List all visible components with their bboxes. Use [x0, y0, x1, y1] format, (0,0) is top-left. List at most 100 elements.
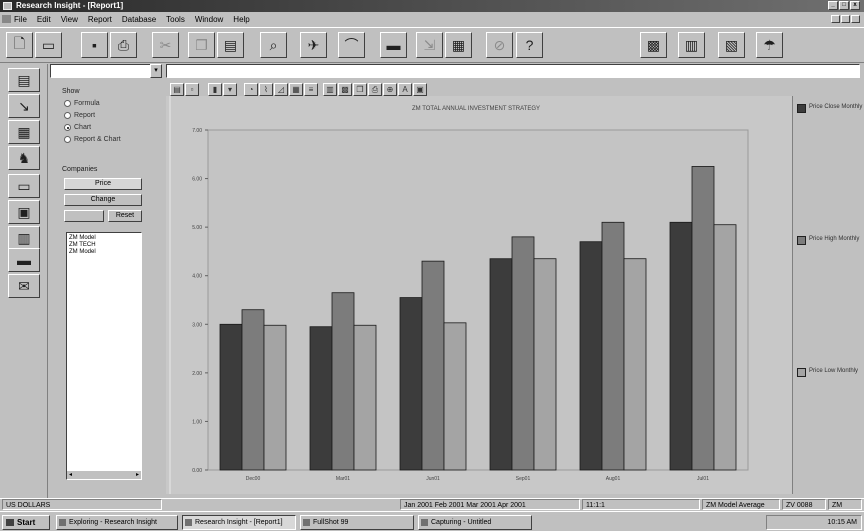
legend-swatch — [797, 236, 806, 245]
x-tick-label: Jun01 — [426, 476, 440, 482]
blank-button[interactable] — [64, 210, 104, 222]
bar — [309, 326, 333, 471]
line-icon[interactable]: ⌇ — [259, 82, 273, 96]
chart-type-icon[interactable]: ▤ — [170, 82, 184, 96]
toggle-icon[interactable]: ▣ — [413, 82, 427, 96]
close-button[interactable]: x — [850, 1, 860, 10]
company-combo[interactable] — [50, 64, 162, 78]
item-combo[interactable] — [166, 64, 860, 78]
people-tool-icon[interactable]: ♞ — [8, 146, 40, 170]
print-chart-icon[interactable]: ⎙ — [368, 82, 382, 96]
doc-minimize-button[interactable] — [831, 15, 840, 23]
label-icon[interactable]: A — [398, 82, 412, 96]
task-exploring[interactable]: Exploring - Research Insight — [56, 515, 178, 530]
export-icon[interactable]: ⇲ — [416, 32, 443, 58]
folder-icon — [59, 519, 66, 526]
bar-icon[interactable]: ▮ — [208, 82, 222, 96]
legend-icon[interactable]: ≡ — [304, 82, 318, 96]
lookup-icon[interactable]: ⌕ — [260, 32, 287, 58]
help-pointer-icon[interactable]: ? — [516, 32, 543, 58]
open-folder-icon[interactable]: ▭ — [35, 32, 62, 58]
bar — [399, 297, 423, 471]
task-research-insight[interactable]: Research Insight - [Report1] — [182, 515, 296, 530]
menu-edit[interactable]: Edit — [36, 15, 51, 24]
financial-tool-icon[interactable]: ▥ — [8, 226, 40, 250]
run-icon[interactable]: ✈ — [300, 32, 327, 58]
new-document-icon[interactable]: 🗋 — [6, 32, 33, 58]
bar — [579, 241, 603, 471]
maximize-button[interactable]: □ — [839, 1, 849, 10]
scroll-right-icon[interactable]: ▸ — [135, 472, 139, 478]
radio-icon[interactable] — [64, 100, 71, 107]
radio-icon[interactable] — [64, 124, 71, 131]
model-status: ZM Model Average — [702, 499, 780, 510]
list-item[interactable]: ZM Model — [69, 249, 96, 255]
window-title: Research Insight - [Report1] — [16, 1, 124, 10]
task-capturing[interactable]: Capturing - Untitled — [418, 515, 532, 530]
mail-tool-icon[interactable]: ✉ — [8, 274, 40, 298]
axis-icon[interactable]: ▩ — [338, 82, 352, 96]
radio-report[interactable]: Report — [64, 112, 95, 119]
format-icon[interactable]: ▫ — [185, 82, 199, 96]
doc-close-button[interactable] — [851, 15, 860, 23]
horizontal-scrollbar[interactable]: ◂ ▸ — [67, 471, 141, 479]
screen-c-icon[interactable]: ▧ — [718, 32, 745, 58]
bar-series — [219, 166, 737, 471]
print-icon[interactable]: ⎙ — [110, 32, 137, 58]
menu-tools[interactable]: Tools — [166, 15, 185, 24]
paste-icon[interactable]: ▤ — [217, 32, 244, 58]
chart-wizard-icon[interactable]: ⌒ — [338, 32, 365, 58]
search-field[interactable]: Price — [64, 178, 142, 190]
menu-database[interactable]: Database — [121, 15, 157, 24]
minimize-button[interactable]: _ — [828, 1, 838, 10]
zoom-icon[interactable]: ⊕ — [383, 82, 397, 96]
task-fullshot[interactable]: FullShot 99 — [300, 515, 414, 530]
copy-icon[interactable]: ❐ — [188, 32, 215, 58]
cut-icon[interactable]: ✂ — [152, 32, 179, 58]
list-item[interactable]: ZM Model — [69, 235, 96, 241]
radio-report-chart[interactable]: Report & Chart — [64, 136, 121, 143]
menu-bar: File Edit View Report Database Tools Win… — [0, 12, 864, 27]
document-icon[interactable] — [2, 15, 11, 23]
filing-tool-icon[interactable]: ▬ — [8, 248, 40, 272]
list-item[interactable]: ZM TECH — [69, 242, 96, 248]
radio-icon[interactable] — [64, 112, 71, 119]
screen-a-icon[interactable]: ▩ — [640, 32, 667, 58]
scroll-left-icon[interactable]: ◂ — [69, 472, 73, 478]
table-icon[interactable]: ▦ — [289, 82, 303, 96]
company-list[interactable]: ZM Model ZM TECH ZM Model ◂ ▸ — [66, 232, 142, 480]
cancel-icon[interactable]: ⊘ — [486, 32, 513, 58]
change-button[interactable]: Change — [64, 194, 142, 206]
bar — [219, 323, 243, 471]
menu-window[interactable]: Window — [194, 15, 224, 24]
chevron-down-icon[interactable]: ▾ — [150, 64, 162, 78]
chart-tool-icon[interactable]: ▭ — [8, 174, 40, 198]
dropdown-icon[interactable]: ▾ — [223, 82, 237, 96]
screen-b-icon[interactable]: ▥ — [678, 32, 705, 58]
companies-label: Companies — [62, 166, 98, 173]
pie-icon[interactable]: ◔ — [244, 82, 258, 96]
radio-chart[interactable]: Chart — [64, 124, 91, 131]
screen-tool-icon[interactable]: ▦ — [8, 120, 40, 144]
copy-chart-icon[interactable]: ❐ — [353, 82, 367, 96]
bar-chart: ZM TOTAL ANNUAL INVESTMENT STRATEGY 0.00… — [166, 96, 792, 494]
area-icon[interactable]: ◿ — [274, 82, 288, 96]
graph-icon[interactable]: ▬ — [380, 32, 407, 58]
y-tick-label: 7.00 — [192, 128, 202, 134]
radio-icon[interactable] — [64, 136, 71, 143]
menu-view[interactable]: View — [60, 15, 78, 24]
menu-report[interactable]: Report — [87, 15, 112, 24]
reset-button[interactable]: Reset — [108, 210, 142, 222]
menu-help[interactable]: Help — [233, 15, 250, 24]
save-disk-icon[interactable]: ▪ — [81, 32, 108, 58]
radio-formula[interactable]: Formula — [64, 100, 100, 107]
doc-restore-button[interactable] — [841, 15, 850, 23]
menu-file[interactable]: File — [14, 15, 27, 24]
report-icon[interactable]: ▦ — [445, 32, 472, 58]
grid-icon[interactable]: ▥ — [323, 82, 337, 96]
screen-d-icon[interactable]: ☂ — [756, 32, 783, 58]
monitor-tool-icon[interactable]: ▣ — [8, 200, 40, 224]
graph-tool-icon[interactable]: ↘ — [8, 94, 40, 118]
start-button[interactable]: Start — [2, 515, 50, 530]
report-tool-icon[interactable]: ▤ — [8, 68, 40, 92]
